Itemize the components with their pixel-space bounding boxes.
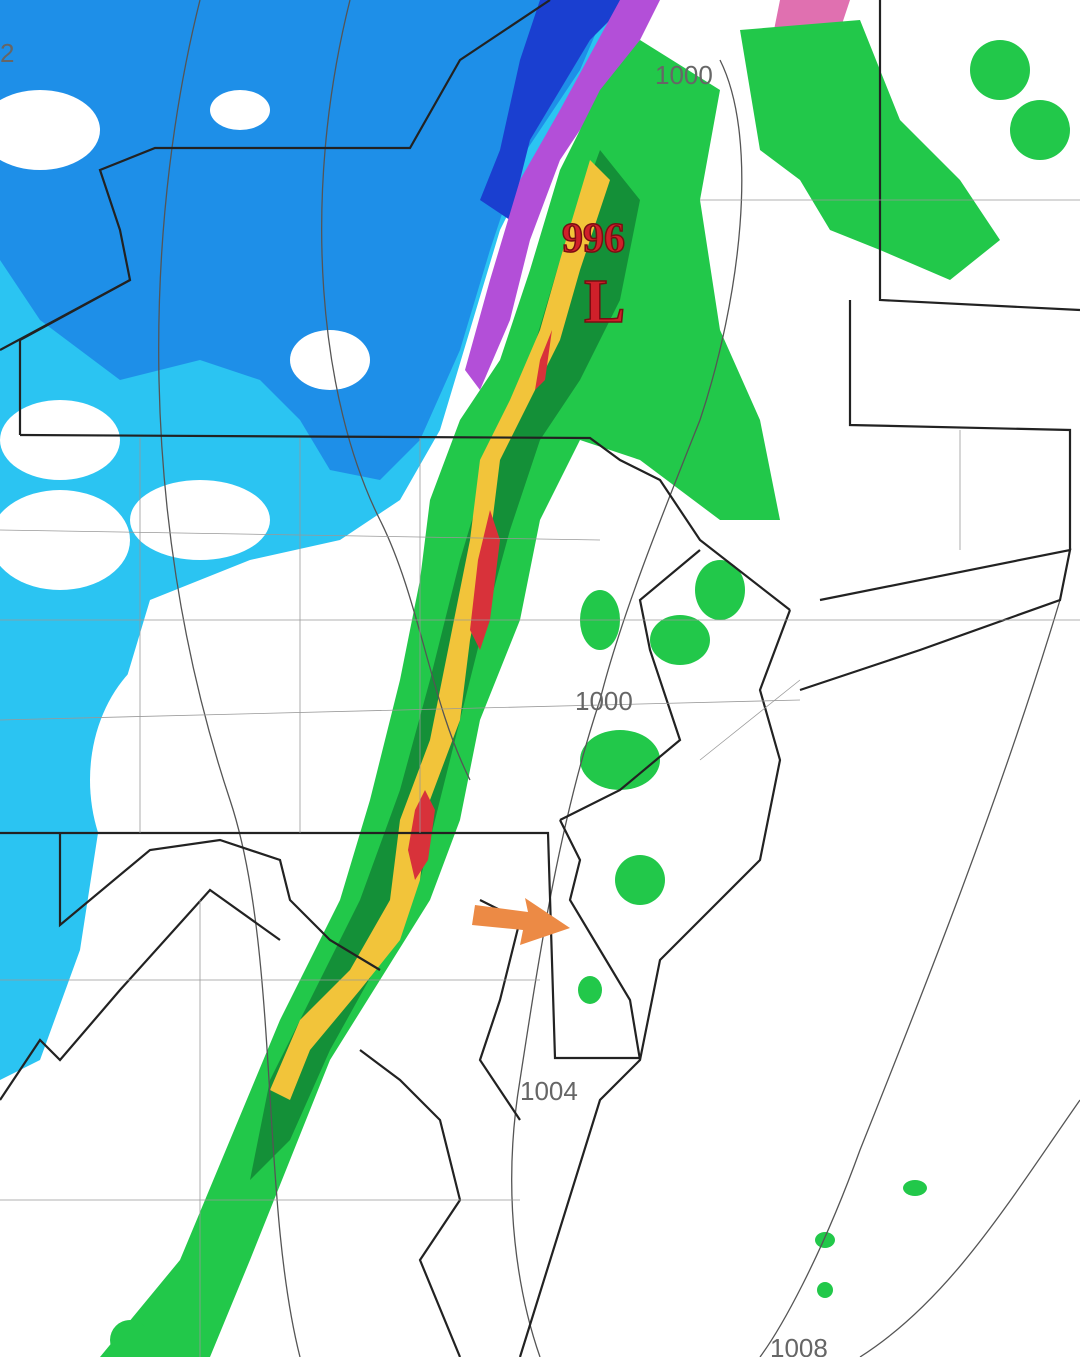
- rain-scattered-cells: [110, 40, 1070, 1357]
- rain-heavy-area: [270, 160, 610, 1100]
- isobar-label-1000-north: 1000: [655, 60, 713, 90]
- isobar-label-edge: 2: [0, 38, 14, 68]
- rain-band: [100, 20, 1070, 1357]
- orange-arrow-annotation: [472, 898, 570, 945]
- isobar-label-1008: 1008: [770, 1333, 828, 1357]
- isobar-label-1000-central: 1000: [575, 686, 633, 716]
- snow-moderate-area: [0, 0, 610, 480]
- rain-extreme-area: [408, 330, 552, 880]
- snow-gaps: [0, 90, 370, 920]
- rain-light-northeast: [740, 20, 1000, 280]
- mix-area: [465, 0, 660, 390]
- isobars: [158, 0, 1080, 1357]
- snow-shield: [0, 0, 630, 1080]
- low-pressure-value: 996: [562, 216, 625, 262]
- isobar-label-1004: 1004: [520, 1076, 578, 1106]
- low-pressure-symbol: L: [584, 268, 625, 336]
- county-borders: [0, 199, 1080, 1357]
- snow-heavy-area: [480, 0, 630, 220]
